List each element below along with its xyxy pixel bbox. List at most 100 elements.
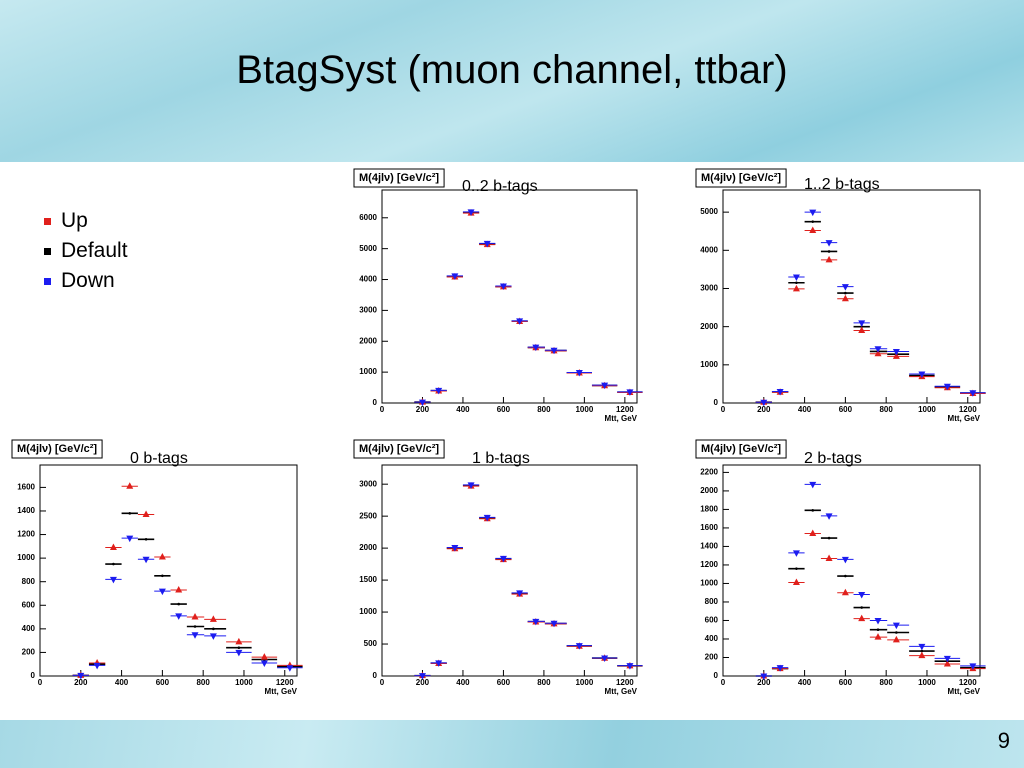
data-point xyxy=(137,556,155,564)
data-point xyxy=(869,628,888,632)
data-point xyxy=(105,562,122,566)
title-box xyxy=(353,439,445,459)
x-tick-label: 0 xyxy=(380,678,385,687)
x-tick-label: 200 xyxy=(416,405,430,414)
x-tick-label: 800 xyxy=(879,405,893,414)
marker-dot xyxy=(112,562,115,566)
y-tick-label: 5000 xyxy=(359,244,377,253)
legend: Up Default Down xyxy=(44,206,128,296)
data-point xyxy=(204,633,227,640)
title-box xyxy=(353,168,445,188)
data-point xyxy=(755,673,772,680)
data-point xyxy=(495,283,512,291)
legend-item: Up xyxy=(44,206,128,236)
x-tick-label: 400 xyxy=(456,405,470,414)
data-point xyxy=(462,209,480,216)
marker-down xyxy=(418,399,426,407)
marker-down xyxy=(969,390,977,397)
x-tick-label: 1000 xyxy=(918,405,936,414)
data-point xyxy=(837,574,854,578)
data-point xyxy=(887,622,910,630)
data-point xyxy=(804,220,821,223)
histogram-title: M(4jlν) [GeV/c²] xyxy=(359,172,439,184)
data-point xyxy=(934,383,961,391)
data-point xyxy=(511,318,528,325)
data-point xyxy=(566,369,592,377)
histogram-title: M(4jlν) [GeV/c²] xyxy=(701,443,781,455)
data-point xyxy=(837,294,854,302)
x-tick-label: 1000 xyxy=(575,678,593,687)
marker-down xyxy=(109,576,117,584)
marker-down xyxy=(467,209,475,216)
marker-up xyxy=(874,633,882,640)
data-point xyxy=(495,555,512,563)
marker-down xyxy=(209,633,217,640)
marker-up xyxy=(841,588,849,596)
marker-dot xyxy=(844,291,847,295)
data-point xyxy=(251,653,278,660)
y-tick-label: 2200 xyxy=(700,468,718,477)
plot-frame xyxy=(722,464,981,677)
marker-down xyxy=(435,660,443,667)
y-tick-label: 1000 xyxy=(700,579,718,588)
marker-up xyxy=(841,294,849,302)
x-tick-label: 1200 xyxy=(959,678,977,687)
data-point xyxy=(804,529,821,536)
x-tick-label: 800 xyxy=(537,678,551,687)
data-point xyxy=(72,672,89,680)
x-tick-label: 1000 xyxy=(575,405,593,414)
marker-down xyxy=(77,672,85,680)
marker-down xyxy=(874,617,882,625)
data-point xyxy=(788,281,805,285)
marker-down xyxy=(286,665,294,672)
plot-frame xyxy=(381,464,638,677)
marker-up xyxy=(142,510,150,518)
histogram-title: M(4jlν) [GeV/c²] xyxy=(17,443,97,455)
x-tick-label: 1200 xyxy=(616,405,634,414)
marker-down xyxy=(792,274,800,282)
data-point xyxy=(226,637,252,645)
data-point xyxy=(804,509,821,512)
marker-down xyxy=(499,555,507,563)
marker-down xyxy=(760,399,768,407)
x-axis-label: Mtt, GeV xyxy=(605,687,638,696)
marker-dot xyxy=(827,250,831,253)
data-point xyxy=(226,649,252,657)
y-tick-label: 1400 xyxy=(700,542,718,551)
marker-dot xyxy=(144,537,148,541)
marker-down xyxy=(483,240,491,248)
legend-label: Up xyxy=(61,209,88,232)
data-point xyxy=(755,399,772,407)
marker-dot xyxy=(193,625,197,628)
marker-down xyxy=(626,389,634,396)
x-tick-label: 400 xyxy=(798,405,812,414)
x-tick-label: 0 xyxy=(721,678,726,687)
y-tick-label: 1000 xyxy=(359,607,377,616)
data-point xyxy=(527,618,545,626)
marker-down xyxy=(451,273,459,280)
histogram-title: M(4jlν) [GeV/c²] xyxy=(701,172,781,184)
data-point xyxy=(137,510,155,518)
y-tick-label: 2000 xyxy=(700,322,718,331)
data-point xyxy=(186,613,205,620)
data-point xyxy=(170,602,187,606)
legend-item: Default xyxy=(44,236,128,266)
marker-dot xyxy=(827,536,831,540)
data-point xyxy=(105,576,122,584)
data-point xyxy=(853,320,870,327)
data-point xyxy=(909,371,935,378)
marker-down xyxy=(575,643,583,650)
x-tick-label: 0 xyxy=(380,405,385,414)
data-point xyxy=(154,574,171,578)
data-point xyxy=(934,655,961,663)
x-tick-label: 200 xyxy=(757,678,771,687)
marker-up xyxy=(175,585,183,593)
data-point xyxy=(887,352,910,359)
y-tick-label: 1600 xyxy=(700,523,718,532)
annotation: 0 b-tags xyxy=(130,450,188,467)
marker-up xyxy=(874,349,882,357)
y-tick-label: 1500 xyxy=(359,575,377,584)
legend-swatch xyxy=(44,217,51,225)
marker-down xyxy=(601,382,609,390)
y-tick-label: 5000 xyxy=(700,207,718,216)
